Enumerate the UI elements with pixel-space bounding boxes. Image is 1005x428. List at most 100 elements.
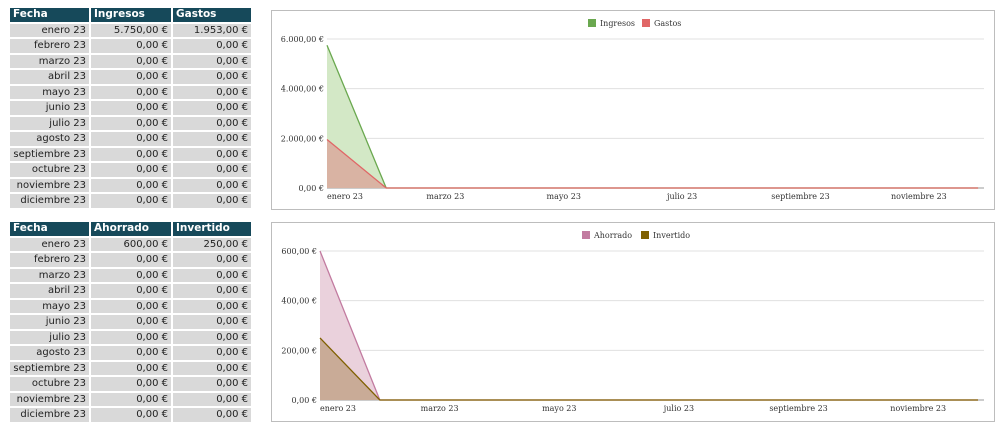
cell-value[interactable]: 0,00 €	[173, 284, 251, 298]
cell-value[interactable]: 0,00 €	[91, 315, 171, 329]
table-row: mayo 23 0,00 €0,00 €	[10, 299, 251, 313]
cell-fecha[interactable]: junio 23	[10, 315, 89, 329]
line-gastos	[326, 138, 979, 189]
ingresos-gastos-chart[interactable]: 0,00 € 2.000,00 € 4.000,00 € 6.000,00 € ener…	[271, 10, 995, 210]
cell-value[interactable]: 0,00 €	[173, 346, 251, 360]
cell-fecha[interactable]: julio 23	[10, 330, 89, 344]
column-header-ingresos: Ingresos	[91, 8, 171, 22]
x-tick-label: mayo 23	[542, 404, 576, 413]
legend-label-ahorrado[interactable]: Ahorrado	[593, 231, 632, 240]
cell-fecha[interactable]: septiembre 23	[10, 361, 89, 375]
table-header-row: Fecha Ingresos Gastos	[10, 8, 251, 22]
cell-fecha[interactable]: agosto 23	[10, 132, 89, 146]
cell-value[interactable]: 0,00 €	[173, 101, 251, 115]
cell-value[interactable]: 0,00 €	[91, 268, 171, 282]
cell-value[interactable]: 0,00 €	[173, 178, 251, 192]
area-gastos	[327, 139, 979, 188]
column-header-ahorrado: Ahorrado	[91, 222, 171, 236]
cell-fecha[interactable]: septiembre 23	[10, 147, 89, 161]
cell-fecha[interactable]: mayo 23	[10, 299, 89, 313]
cell-value[interactable]: 0,00 €	[91, 194, 171, 208]
cell-fecha[interactable]: enero 23	[10, 237, 89, 251]
cell-value[interactable]: 0,00 €	[91, 299, 171, 313]
cell-fecha[interactable]: junio 23	[10, 101, 89, 115]
cell-fecha[interactable]: agosto 23	[10, 346, 89, 360]
cell-value[interactable]: 0,00 €	[173, 85, 251, 99]
cell-fecha[interactable]: marzo 23	[10, 268, 89, 282]
cell-fecha[interactable]: abril 23	[10, 284, 89, 298]
y-tick-label: 4.000,00 €	[281, 85, 324, 94]
legend-label-ingresos[interactable]: Ingresos	[600, 19, 635, 28]
cell-value[interactable]: 0,00 €	[91, 361, 171, 375]
cell-value[interactable]: 0,00 €	[91, 85, 171, 99]
cell-value[interactable]: 0,00 €	[91, 346, 171, 360]
cell-value[interactable]: 0,00 €	[91, 392, 171, 406]
cell-fecha[interactable]: marzo 23	[10, 54, 89, 68]
cell-fecha[interactable]: diciembre 23	[10, 194, 89, 208]
cell-value[interactable]: 0,00 €	[173, 194, 251, 208]
cell-value[interactable]: 0,00 €	[91, 132, 171, 146]
cell-value[interactable]: 0,00 €	[173, 54, 251, 68]
cell-fecha[interactable]: octubre 23	[10, 377, 89, 391]
cell-fecha[interactable]: abril 23	[10, 70, 89, 84]
cell-fecha[interactable]: diciembre 23	[10, 408, 89, 422]
cell-fecha[interactable]: febrero 23	[10, 39, 89, 53]
y-tick-label: 600,00 €	[281, 247, 317, 256]
x-tick-label: mayo 23	[547, 192, 581, 201]
x-tick-label: septiembre 23	[771, 192, 829, 201]
table-row: febrero 23 0,00 €0,00 €	[10, 253, 251, 267]
legend-label-gastos[interactable]: Gastos	[654, 19, 681, 28]
cell-value[interactable]: 0,00 €	[173, 330, 251, 344]
legend-swatch-invertido	[641, 231, 649, 239]
cell-value[interactable]: 0,00 €	[173, 299, 251, 313]
cell-value[interactable]: 0,00 €	[173, 377, 251, 391]
table-row: diciembre 23 0,00 €0,00 €	[10, 408, 251, 422]
cell-value[interactable]: 0,00 €	[91, 54, 171, 68]
table-row: marzo 23 0,00 €0,00 €	[10, 54, 251, 68]
cell-fecha[interactable]: julio 23	[10, 116, 89, 130]
cell-value[interactable]: 0,00 €	[91, 284, 171, 298]
cell-fecha[interactable]: mayo 23	[10, 85, 89, 99]
cell-fecha[interactable]: noviembre 23	[10, 178, 89, 192]
cell-value[interactable]: 0,00 €	[173, 392, 251, 406]
table-row: septiembre 23 0,00 €0,00 €	[10, 147, 251, 161]
ahorrado-invertido-chart-svg: 0,00 € 200,00 € 400,00 € 600,00 € enero 23 ma…	[281, 231, 984, 413]
cell-value[interactable]: 0,00 €	[173, 253, 251, 267]
cell-value[interactable]: 0,00 €	[173, 70, 251, 84]
column-header-invertido: Invertido	[173, 222, 251, 236]
cell-value[interactable]: 0,00 €	[173, 163, 251, 177]
y-tick-label: 400,00 €	[281, 297, 317, 306]
line-ahorrado	[319, 250, 979, 401]
cell-value[interactable]: 0,00 €	[173, 408, 251, 422]
cell-fecha[interactable]: febrero 23	[10, 253, 89, 267]
legend-label-invertido[interactable]: Invertido	[653, 231, 690, 240]
cell-value[interactable]: 0,00 €	[173, 147, 251, 161]
cell-value[interactable]: 0,00 €	[173, 132, 251, 146]
cell-value[interactable]: 0,00 €	[91, 408, 171, 422]
cell-value[interactable]: 0,00 €	[173, 116, 251, 130]
cell-value[interactable]: 0,00 €	[173, 268, 251, 282]
cell-fecha[interactable]: noviembre 23	[10, 392, 89, 406]
column-header-fecha: Fecha	[10, 222, 89, 236]
cell-value[interactable]: 0,00 €	[91, 101, 171, 115]
cell-value[interactable]: 0,00 €	[173, 315, 251, 329]
cell-value[interactable]: 0,00 €	[91, 147, 171, 161]
cell-value[interactable]: 0,00 €	[91, 70, 171, 84]
cell-value[interactable]: 0,00 €	[173, 361, 251, 375]
cell-value[interactable]: 0,00 €	[173, 39, 251, 53]
cell-fecha[interactable]: octubre 23	[10, 163, 89, 177]
cell-fecha[interactable]: enero 23	[10, 23, 89, 37]
cell-value[interactable]: 0,00 €	[91, 377, 171, 391]
cell-value[interactable]: 600,00 €	[91, 237, 171, 251]
cell-value[interactable]: 250,00 €	[173, 237, 251, 251]
ahorrado-invertido-chart[interactable]: 0,00 € 200,00 € 400,00 € 600,00 € enero 23 ma…	[271, 222, 995, 422]
cell-value[interactable]: 0,00 €	[91, 178, 171, 192]
cell-value[interactable]: 0,00 €	[91, 330, 171, 344]
table-row: diciembre 23 0,00 €0,00 €	[10, 194, 251, 208]
cell-value[interactable]: 0,00 €	[91, 253, 171, 267]
cell-value[interactable]: 1.953,00 €	[173, 23, 251, 37]
cell-value[interactable]: 5.750,00 €	[91, 23, 171, 37]
cell-value[interactable]: 0,00 €	[91, 116, 171, 130]
cell-value[interactable]: 0,00 €	[91, 163, 171, 177]
cell-value[interactable]: 0,00 €	[91, 39, 171, 53]
